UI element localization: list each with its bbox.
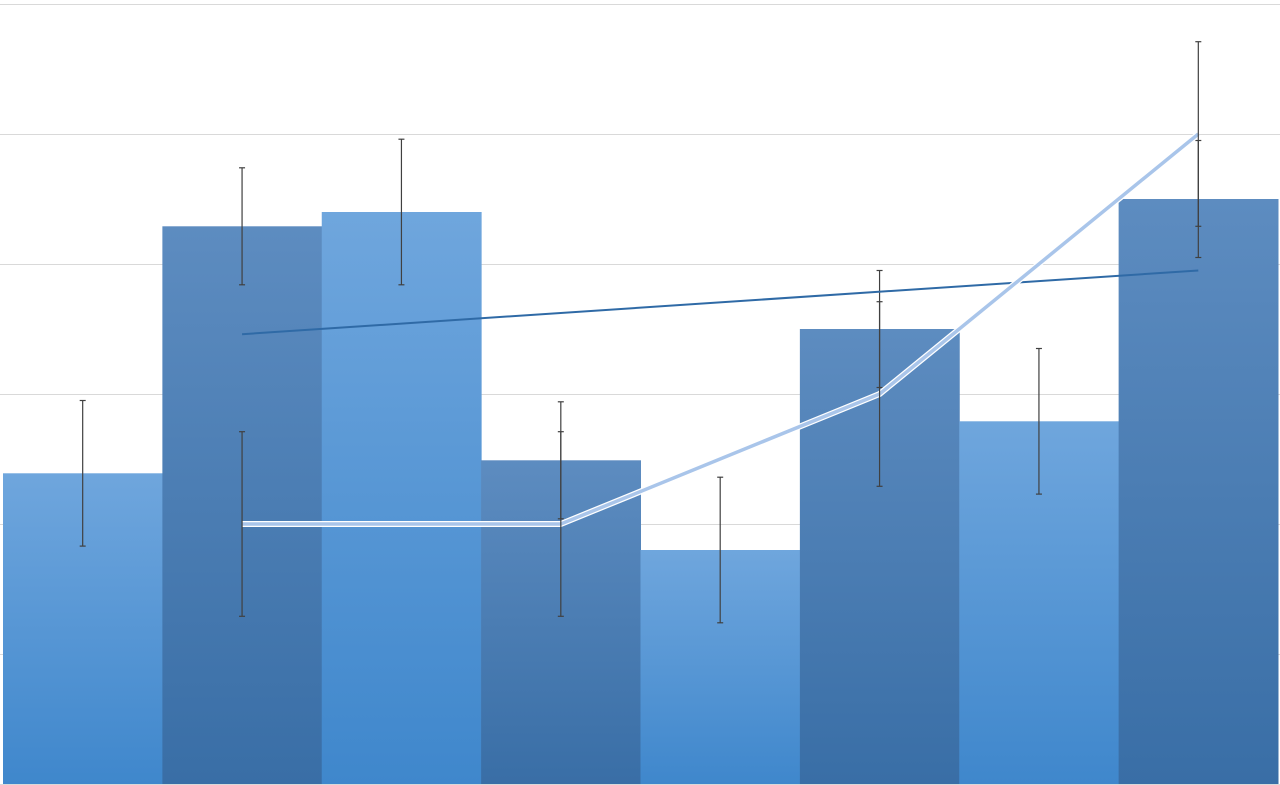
error-bar xyxy=(557,431,564,617)
error-bar xyxy=(1035,347,1042,495)
error-bar xyxy=(239,431,246,617)
line-series xyxy=(242,131,1201,527)
bar xyxy=(1118,199,1279,784)
trendline xyxy=(241,269,1199,336)
line-error-bars xyxy=(239,41,1202,617)
bar xyxy=(321,212,482,784)
line-series-path xyxy=(242,132,1200,526)
error-bar xyxy=(239,167,246,286)
error-bar xyxy=(876,301,883,487)
error-bar xyxy=(1195,41,1202,227)
error-bar xyxy=(717,476,724,624)
bar-series xyxy=(3,199,1279,785)
error-bar xyxy=(79,399,86,547)
trendline-path xyxy=(241,269,1199,336)
error-bar xyxy=(398,138,405,286)
